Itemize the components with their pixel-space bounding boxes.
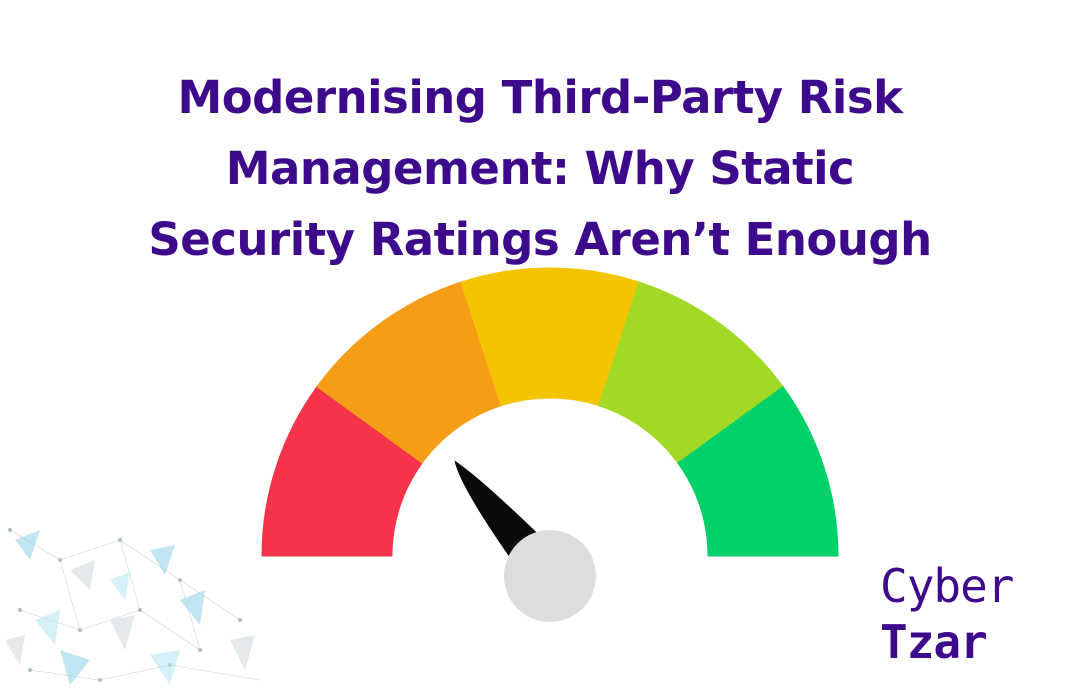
title-line-1: Modernising Third-Party Risk [177, 71, 903, 124]
logo-line-1: Cyber [880, 559, 1014, 613]
page-title: Modernising Third-Party Risk Management:… [60, 62, 1020, 275]
cybertzar-logo: Cyber Tzar [880, 558, 1050, 670]
logo-line-2: Tzar [880, 615, 988, 669]
gauge-segment-green [677, 386, 839, 557]
network-pattern-decoration [5, 528, 261, 685]
gauge-hub [504, 530, 596, 622]
title-line-3: Security Ratings Aren’t Enough [148, 213, 932, 266]
title-line-2: Management: Why Static [225, 142, 855, 195]
